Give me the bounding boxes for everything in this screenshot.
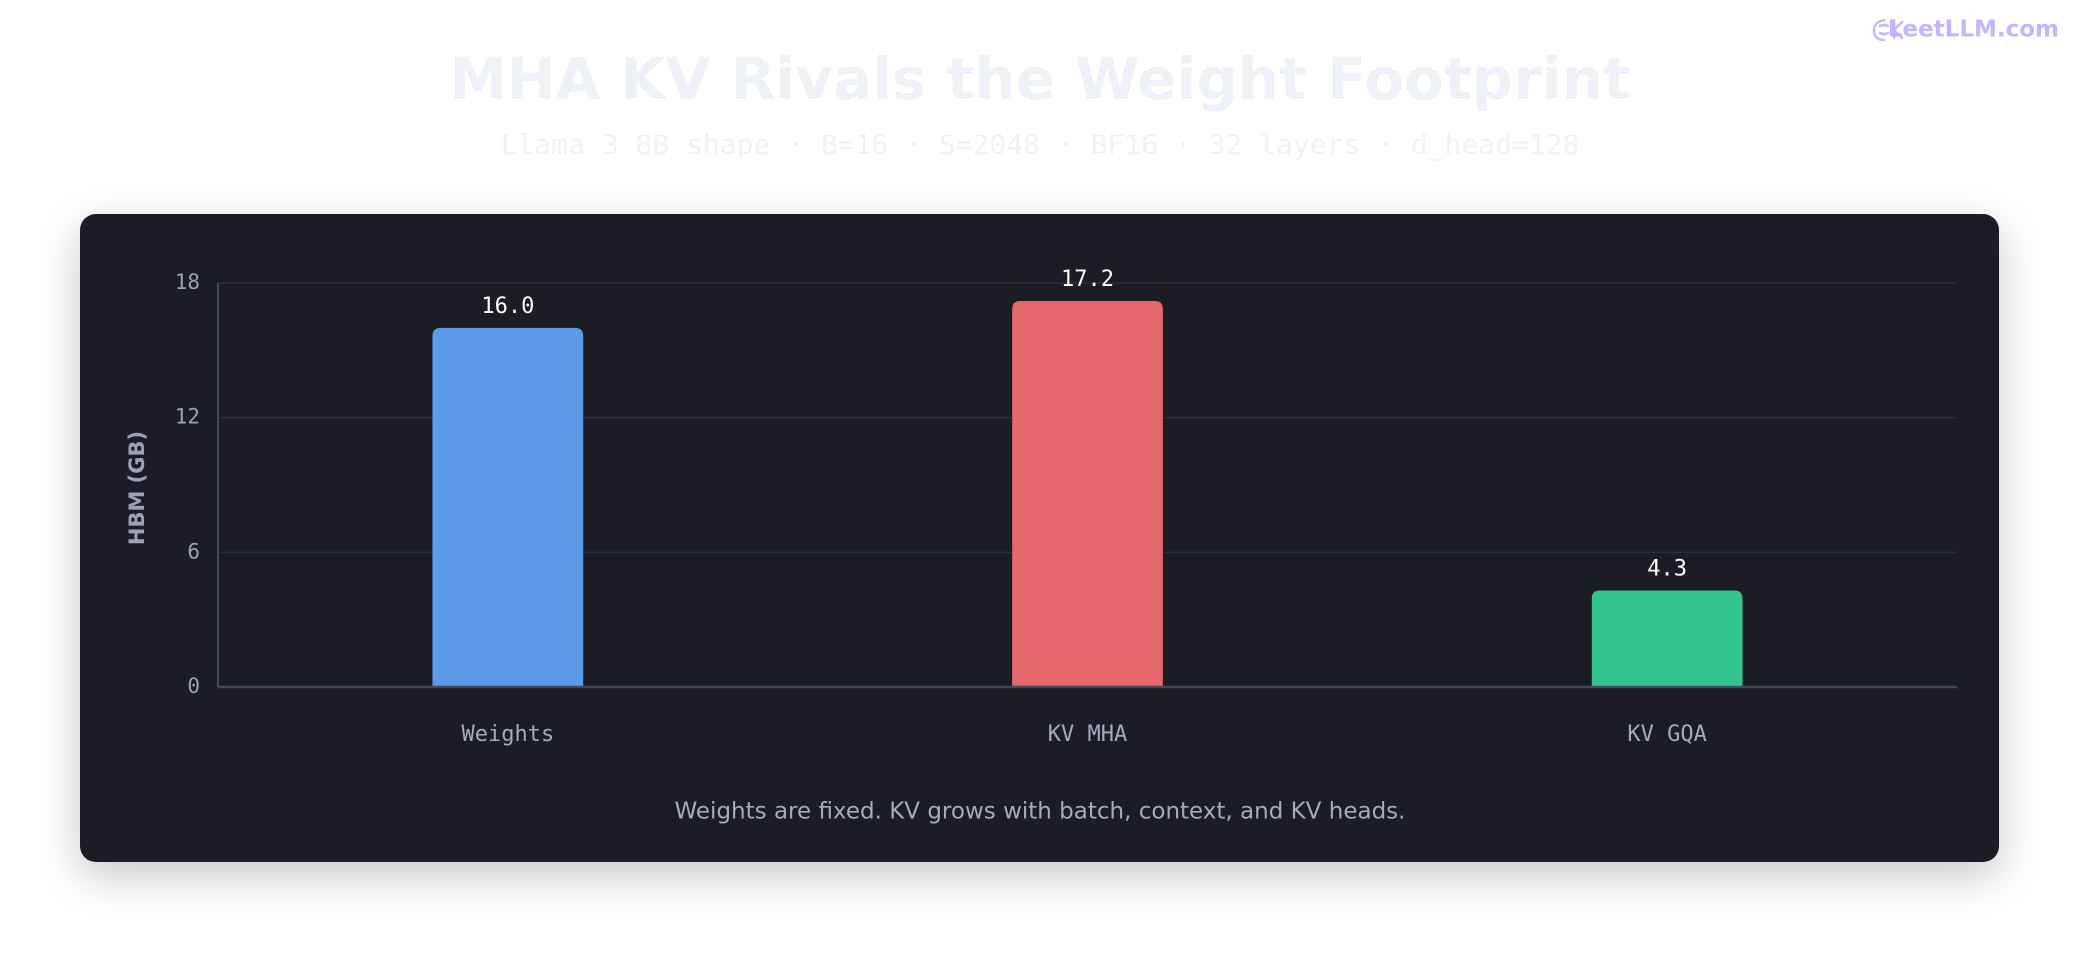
chart-title: MHA KV Rivals the Weight Footprint: [449, 45, 1631, 113]
y-tick-label: 0: [187, 674, 200, 698]
chart-subtitle: Llama 3 8B shape · B=16 · S=2048 · BF16 …: [501, 128, 1580, 162]
x-tick-label: KV MHA: [1048, 722, 1127, 747]
value-label: 4.3: [1647, 556, 1687, 581]
y-tick-label: 12: [175, 405, 200, 429]
bar: [1591, 590, 1743, 687]
x-tick-label: KV GQA: [1627, 722, 1706, 747]
y-tick-label: 18: [175, 270, 200, 294]
plot: 0 6 12 18 Weights 16.0 KV MHA 17.2 KV GQA 4.3: [175, 267, 1957, 747]
brand-icon: [1872, 18, 1904, 42]
y-tick-label: 6: [187, 539, 200, 563]
caption: Weights are fixed. KV grows with batch, …: [675, 799, 1406, 825]
brand: LeetLLM.com: [1888, 17, 2059, 43]
bar: [432, 327, 584, 687]
bar: [1012, 300, 1163, 687]
x-tick-label: Weights: [461, 722, 554, 747]
value-label: 16.0: [481, 294, 534, 319]
y-axis-label: HBM (GB): [125, 431, 149, 545]
brand-logo[interactable]: LeetLLM.com: [1872, 17, 2059, 43]
value-label: 17.2: [1061, 267, 1114, 292]
